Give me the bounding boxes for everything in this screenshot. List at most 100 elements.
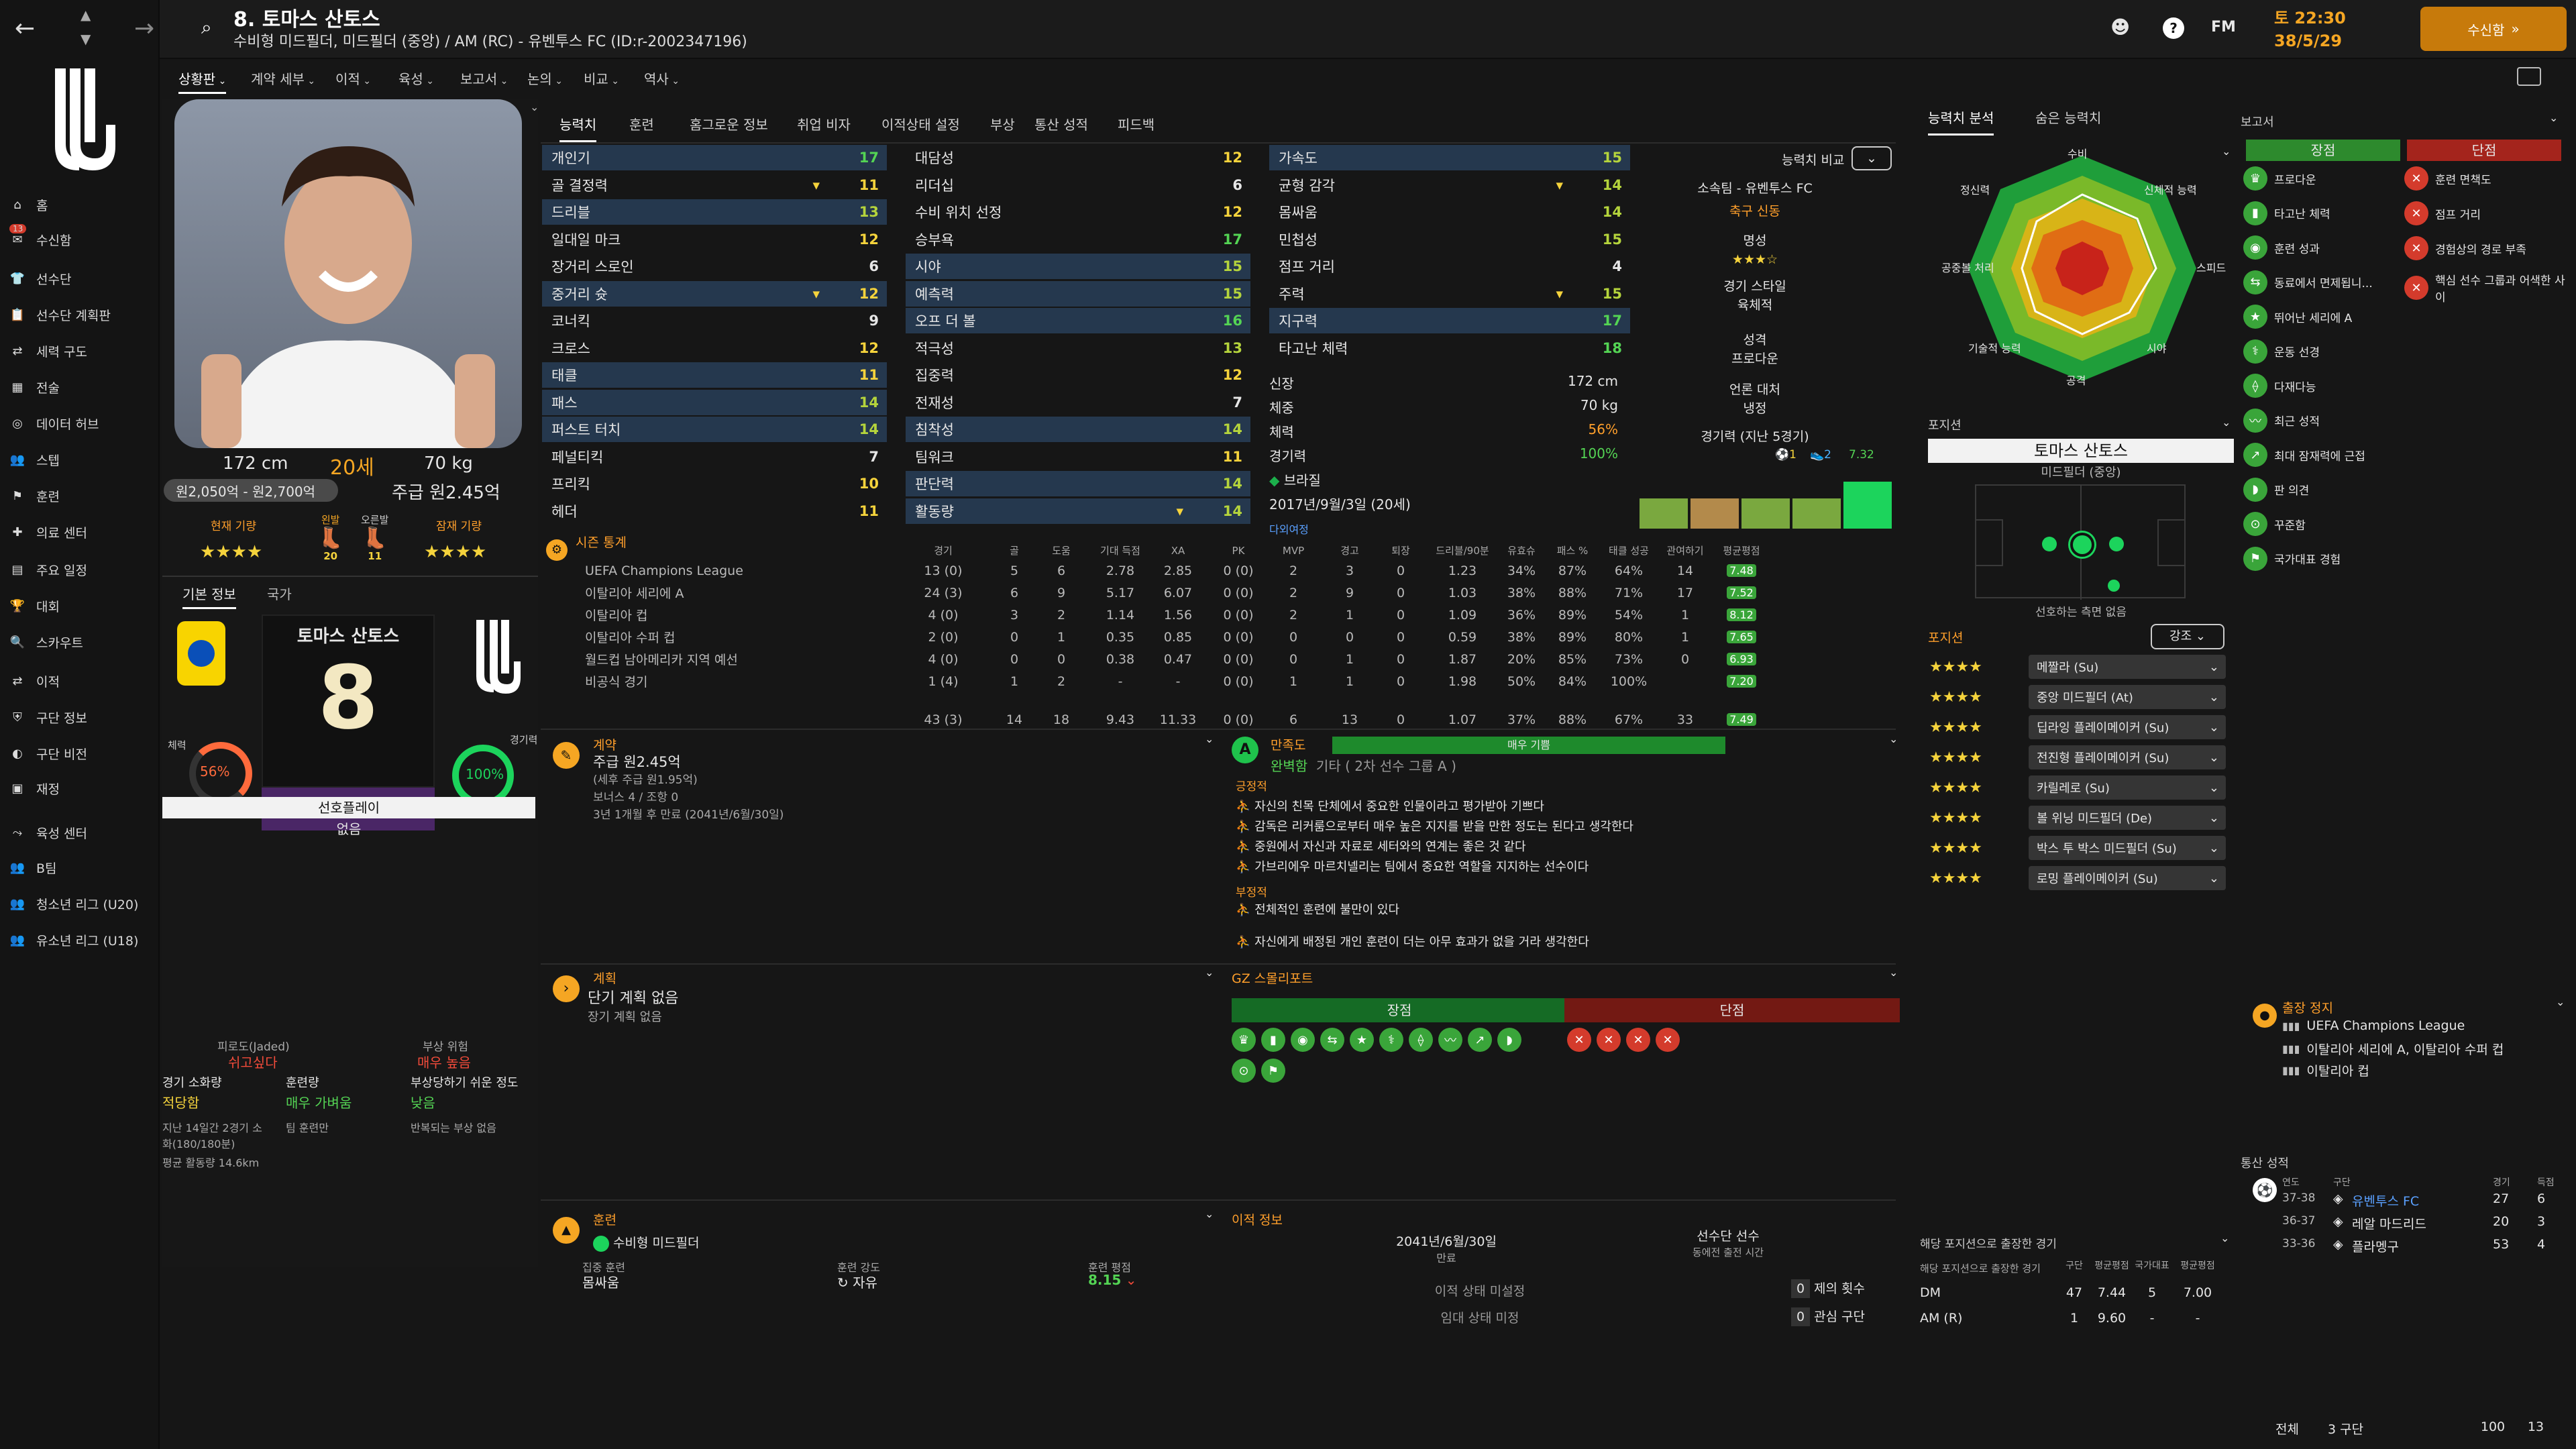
back-button[interactable]: ←: [15, 15, 36, 42]
pp-row[interactable]: AM (R) 1 9.60 - -: [1920, 1311, 2235, 1331]
attribute-row[interactable]: 코너킥 9: [542, 308, 887, 333]
gz-strength-icon[interactable]: ↗: [1468, 1028, 1492, 1052]
attribute-row[interactable]: 타고난 체력 18: [1269, 335, 1630, 361]
subnav-item[interactable]: 보고서 ⌄: [460, 68, 508, 88]
sidebar-item[interactable]: ⇄ 세력 구도: [9, 335, 157, 366]
training-chevron[interactable]: ⌄: [1205, 1208, 1214, 1220]
gz-chevron[interactable]: ⌄: [1889, 966, 1898, 979]
history-down-button[interactable]: ▼: [80, 31, 91, 47]
attribute-row[interactable]: 수비 위치 선정 12: [906, 199, 1250, 225]
report-strength-item[interactable]: ★ 뛰어난 세리에 A: [2243, 305, 2352, 329]
sidebar-item[interactable]: ⛨ 구단 정보: [9, 702, 157, 733]
attribute-tab[interactable]: 부상: [990, 117, 1015, 133]
attribute-row[interactable]: 오프 더 볼 16: [906, 308, 1250, 333]
role-row[interactable]: ★★★★ 카릴레로 (Su) ⌄: [1920, 774, 2229, 801]
sidebar-item[interactable]: ⌂ 홈: [9, 189, 157, 220]
attribute-row[interactable]: 개인기 17: [542, 145, 887, 170]
plan-title[interactable]: 계획: [593, 971, 616, 986]
gz-title[interactable]: GZ 스몰리포트: [1232, 971, 1313, 986]
help-icon[interactable]: ?: [2163, 17, 2184, 39]
stats-header[interactable]: 경고: [1340, 545, 1359, 557]
career-row[interactable]: 37-38 ◈ 유벤투스 FC 27 6: [2282, 1191, 2571, 1212]
layout-toggle-icon[interactable]: [2517, 67, 2541, 86]
sidebar-item[interactable]: ▦ 전술: [9, 372, 157, 402]
stats-header[interactable]: 관여하기: [1666, 545, 1704, 557]
radar-tab[interactable]: 숨은 능력치: [2035, 110, 2102, 126]
happiness-title[interactable]: 만족도: [1271, 738, 1306, 753]
fm-menu-button[interactable]: FM: [2211, 19, 2236, 36]
attribute-row[interactable]: 골 결정력 ▾ 11: [542, 172, 887, 198]
gz-strength-icon[interactable]: ◗: [1497, 1028, 1521, 1052]
gz-strength-icon[interactable]: ◉: [1291, 1028, 1315, 1052]
attribute-row[interactable]: 가속도 15: [1269, 145, 1630, 170]
report-weakness-item[interactable]: ✕ 점프 거리: [2404, 201, 2572, 225]
report-strength-item[interactable]: ↗ 최대 잠재력에 근접: [2243, 443, 2365, 467]
subnav-item[interactable]: 역사 ⌄: [644, 68, 680, 88]
tab-basic-info[interactable]: 기본 정보: [182, 584, 236, 609]
sidebar-item[interactable]: 🔍 스카우트: [9, 627, 157, 657]
attribute-row[interactable]: 페널티킥 7: [542, 444, 887, 470]
stats-header[interactable]: 패스 %: [1556, 545, 1589, 557]
attribute-row[interactable]: 지구력 17: [1269, 308, 1630, 333]
stats-header[interactable]: 평균평점: [1723, 545, 1760, 557]
stats-header[interactable]: 태클 성공: [1609, 545, 1649, 557]
roles-label[interactable]: 포지션: [1928, 631, 1964, 645]
attribute-row[interactable]: 장거리 스로인 6: [542, 254, 887, 279]
contract-title[interactable]: 계약: [593, 738, 616, 753]
forward-button[interactable]: →: [134, 15, 155, 42]
training-title[interactable]: 훈련: [593, 1213, 616, 1228]
report-strength-item[interactable]: 〰 최근 성적: [2243, 408, 2320, 433]
subnav-item[interactable]: 육성 ⌄: [398, 68, 434, 88]
attribute-row[interactable]: 태클 11: [542, 362, 887, 388]
report-strength-item[interactable]: ⟠ 다재다능: [2243, 374, 2316, 398]
gz-strength-icon[interactable]: ★: [1350, 1028, 1374, 1052]
calendar-date[interactable]: 토 22:30 38/5/29: [2274, 7, 2346, 52]
radar-menu-chevron[interactable]: ⌄: [2222, 145, 2231, 158]
bug-icon[interactable]: ☻: [2110, 16, 2131, 38]
attribute-row[interactable]: 일대일 마크 12: [542, 227, 887, 252]
transfer-title[interactable]: 이적 정보: [1232, 1213, 1283, 1228]
attribute-row[interactable]: 헤더 11: [542, 498, 887, 524]
search-icon[interactable]: ⌕: [201, 16, 212, 38]
report-strength-item[interactable]: ▮ 타고난 체력: [2243, 201, 2330, 225]
stats-row[interactable]: 월드컵 남아메리카 지역 예선 4 (0) 0 0 0.38 0.47 0 (0) 0 1 0 1.…: [541, 648, 1896, 670]
gz-strength-icon[interactable]: ⚕: [1379, 1028, 1403, 1052]
report-strength-item[interactable]: ⊙ 꾸준함: [2243, 512, 2306, 536]
attribute-row[interactable]: 승부욕 17: [906, 227, 1250, 252]
sidebar-item[interactable]: 📋 선수단 계획판: [9, 299, 157, 330]
sidebar-item[interactable]: 👥 청소년 리그 (U20): [9, 888, 157, 919]
role-row[interactable]: ★★★★ 박스 투 박스 미드필더 (Su) ⌄: [1920, 835, 2229, 861]
stats-row[interactable]: 이탈리아 컵 4 (0) 3 2 1.14 1.56 0 (0) 2 1 0 1.09 36% 89% 5…: [541, 604, 1896, 626]
role-dropdown[interactable]: 볼 위닝 미드필더 (De) ⌄: [2029, 806, 2226, 830]
report-weakness-item[interactable]: ✕ 경험상의 경로 부족: [2404, 236, 2572, 260]
stats-header[interactable]: 퇴장: [1391, 545, 1410, 557]
attribute-tab[interactable]: 피드백: [1118, 117, 1155, 133]
collapse-chevron-icon[interactable]: ⌄: [530, 101, 539, 113]
gz-strength-icon[interactable]: ⚑: [1261, 1059, 1285, 1083]
gz-strength-icon[interactable]: ⟠: [1409, 1028, 1433, 1052]
role-row[interactable]: ★★★★ 볼 위닝 미드필더 (De) ⌄: [1920, 804, 2229, 831]
attribute-row[interactable]: 퍼스트 터치 14: [542, 417, 887, 442]
gz-strength-icon[interactable]: 〰: [1438, 1028, 1462, 1052]
tab-nation[interactable]: 국가: [267, 586, 292, 602]
gz-weakness-icon[interactable]: ✕: [1597, 1028, 1621, 1052]
season-stats-title[interactable]: 시즌 통계: [576, 535, 627, 550]
stats-header[interactable]: 드리블/90분: [1436, 545, 1489, 557]
gz-strength-icon[interactable]: ♛: [1232, 1028, 1256, 1052]
attribute-row[interactable]: 판단력 14: [906, 471, 1250, 496]
gz-strength-icon[interactable]: ▮: [1261, 1028, 1285, 1052]
sidebar-item[interactable]: ▤ 주요 일정: [9, 554, 157, 585]
role-dropdown[interactable]: 중앙 미드필더 (At) ⌄: [2029, 685, 2226, 709]
happiness-chevron[interactable]: ⌄: [1889, 733, 1898, 745]
attribute-row[interactable]: 드리블 13: [542, 199, 887, 225]
radar-tab[interactable]: 능력치 분석: [1928, 107, 1994, 136]
role-dropdown[interactable]: 로밍 플레이메이커 (Su) ⌄: [2029, 866, 2226, 890]
report-weakness-item[interactable]: ✕ 훈련 면책도: [2404, 166, 2572, 191]
gz-weakness-icon[interactable]: ✕: [1656, 1028, 1680, 1052]
report-strength-item[interactable]: ♛ 프로다운: [2243, 166, 2316, 191]
report-strength-item[interactable]: ◉ 훈련 성과: [2243, 235, 2320, 260]
stats-header[interactable]: XA: [1171, 544, 1185, 557]
attribute-tab[interactable]: 통산 성적: [1034, 117, 1088, 133]
attribute-row[interactable]: 전재성 7: [906, 390, 1250, 415]
attribute-row[interactable]: 리더십 6: [906, 172, 1250, 198]
